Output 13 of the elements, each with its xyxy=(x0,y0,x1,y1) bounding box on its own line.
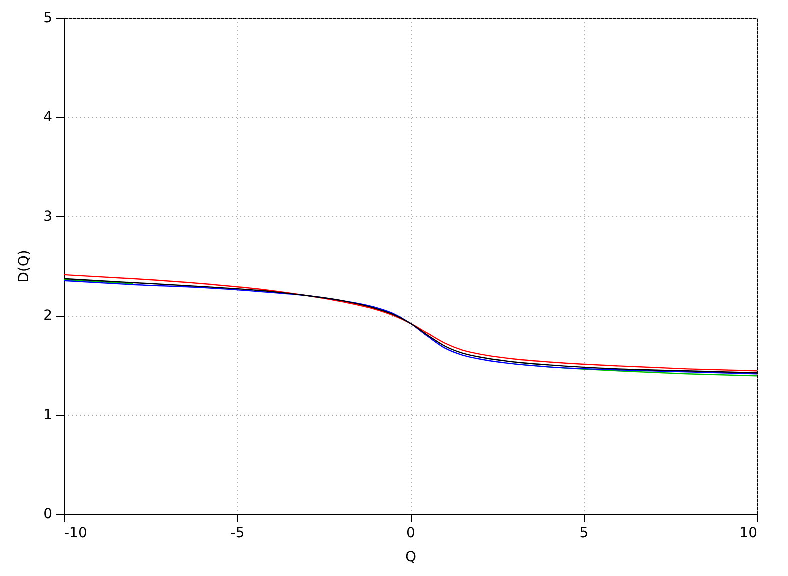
y-axis-title: D(Q) xyxy=(16,250,33,283)
x-tick-label: 10 xyxy=(740,526,758,542)
y-tick-label: 5 xyxy=(44,10,52,26)
x-axis-title: Q xyxy=(405,550,417,566)
x-tick-label: -10 xyxy=(64,526,88,542)
y-tick-label: 1 xyxy=(44,407,52,424)
y-tick-label: 3 xyxy=(44,208,52,225)
y-tick-label: 2 xyxy=(44,308,52,324)
x-tick-label: -5 xyxy=(230,526,245,542)
y-tick-label: 0 xyxy=(44,506,52,522)
x-tick-label: 0 xyxy=(406,526,416,542)
y-tick-label: 4 xyxy=(44,110,53,126)
x-tick-label: 5 xyxy=(580,526,589,542)
